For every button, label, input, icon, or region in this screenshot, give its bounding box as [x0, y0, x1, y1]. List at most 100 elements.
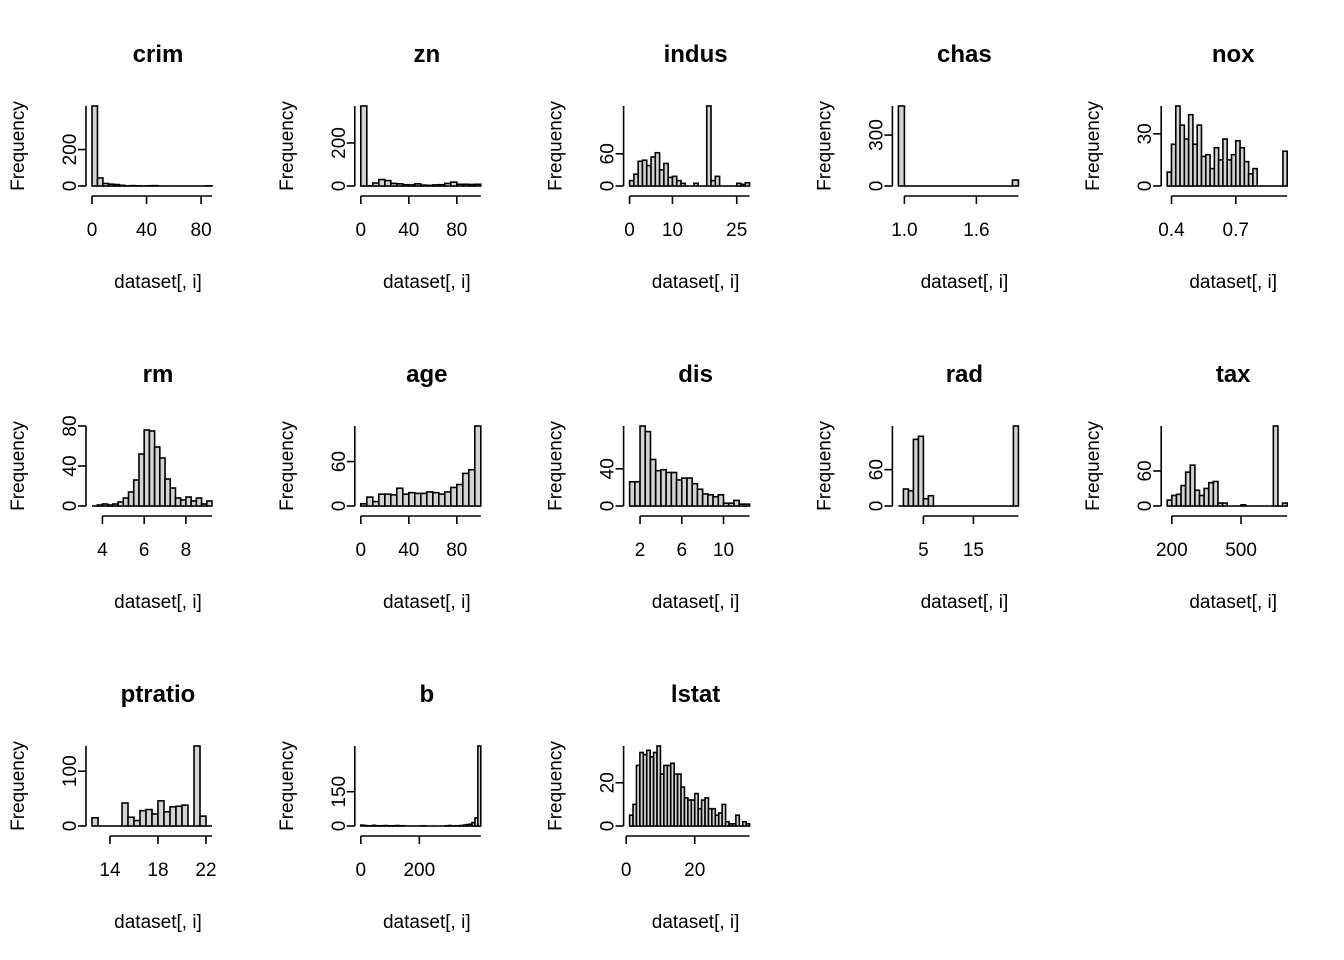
histogram-bar: [145, 808, 153, 827]
histogram-bar: [102, 182, 110, 187]
histogram-bar: [437, 183, 446, 187]
y-tick-label: 40: [598, 458, 619, 479]
y-tick-label: 0: [598, 181, 619, 192]
y-axis-label: Frequency: [1083, 421, 1104, 511]
plot-title-tax: tax: [1216, 361, 1251, 388]
histogram-bar: [113, 183, 121, 187]
histogram-bar: [127, 816, 135, 827]
y-tick-label: 80: [60, 415, 81, 436]
histogram-bar: [359, 502, 368, 507]
x-axis-label: dataset[, i]: [383, 912, 471, 933]
x-tick-label: 20: [684, 860, 705, 881]
x-axis-label: dataset[, i]: [383, 592, 471, 613]
x-axis-label: dataset[, i]: [1189, 272, 1277, 293]
y-axis-label: Frequency: [546, 421, 567, 511]
x-tick-label: 5: [918, 540, 929, 561]
histogram-bar: [425, 184, 434, 187]
x-axis-label: dataset[, i]: [1189, 592, 1277, 613]
histogram-bar: [389, 494, 398, 507]
y-tick-label: 30: [1135, 123, 1156, 144]
y-tick-label: 60: [1135, 460, 1156, 481]
histogram-bar: [1272, 425, 1279, 507]
x-tick-label: 1.0: [891, 220, 917, 241]
y-tick-label: 60: [866, 459, 887, 480]
y-axis-label: Frequency: [1083, 101, 1104, 191]
histogram-bar: [199, 815, 207, 827]
histogram-bar: [193, 745, 201, 827]
histogram-bar: [91, 105, 99, 187]
histogram-bar: [705, 105, 712, 187]
histogram-bar: [169, 487, 177, 507]
histogram-bar: [401, 183, 410, 187]
histogram-bar: [1221, 502, 1228, 507]
x-tick-label: 6: [139, 540, 150, 561]
histogram-bar: [383, 179, 392, 187]
x-axis-label: dataset[, i]: [114, 912, 202, 933]
y-tick-label: 0: [329, 821, 350, 832]
histogram-bar: [735, 814, 741, 827]
histogram-bar: [359, 105, 368, 187]
y-tick-label: 300: [866, 119, 887, 151]
y-tick-label: 0: [866, 181, 887, 192]
histogram-bar: [383, 493, 392, 507]
y-tick-label: 0: [60, 501, 81, 512]
histogram-bar: [443, 182, 452, 187]
histogram-bar: [1252, 167, 1259, 187]
histogram-bar: [151, 813, 159, 827]
histogram-bar: [401, 493, 410, 507]
x-axis-label: dataset[, i]: [114, 272, 202, 293]
histogram-bar: [467, 183, 476, 187]
histogram-bar: [743, 503, 751, 507]
histogram-bar: [169, 806, 177, 827]
histogram-bar: [413, 492, 422, 507]
histogram-bar: [733, 499, 740, 507]
x-tick-label: 0: [356, 540, 367, 561]
histogram-bar: [431, 491, 440, 507]
x-tick-label: 80: [446, 540, 467, 561]
y-tick-label: 60: [329, 451, 350, 472]
histogram-bar: [365, 496, 374, 507]
x-axis-label: dataset[, i]: [652, 912, 740, 933]
histogram-bar: [455, 483, 464, 507]
x-tick-label: 1.6: [963, 220, 989, 241]
histogram-bar: [407, 184, 416, 187]
histogram-bar: [1012, 425, 1020, 507]
x-axis-label: dataset[, i]: [921, 592, 1009, 613]
histogram-bar: [371, 500, 380, 507]
histogram-bar: [717, 494, 725, 507]
y-axis-label: Frequency: [8, 421, 29, 511]
histogram-bar: [467, 468, 476, 507]
plot-title-b: b: [419, 681, 434, 708]
histogram-bar: [744, 181, 751, 187]
histogram-bar: [389, 182, 398, 187]
y-tick-label: 100: [60, 755, 81, 787]
plot-title-age: age: [406, 361, 447, 388]
histogram-bar: [377, 493, 386, 507]
plot-title-crim: crim: [133, 41, 184, 68]
histogram-bar: [714, 175, 721, 187]
y-axis-label: Frequency: [8, 741, 29, 831]
x-tick-label: 0.4: [1158, 220, 1185, 241]
x-tick-label: 0: [624, 220, 635, 241]
x-tick-label: 15: [963, 540, 984, 561]
histogram-bar: [897, 105, 906, 187]
histogram-bar: [1212, 480, 1219, 507]
x-tick-label: 0: [621, 860, 632, 881]
histogram-bar: [1281, 502, 1288, 507]
histogram-bar: [195, 497, 203, 507]
y-tick-label: 0: [598, 501, 619, 512]
histogram-bar: [91, 816, 99, 827]
y-tick-label: 0: [329, 501, 350, 512]
histogram-bar: [163, 810, 171, 827]
plot-title-rad: rad: [946, 361, 983, 388]
histogram-bar: [449, 181, 458, 187]
x-axis-label: dataset[, i]: [383, 272, 471, 293]
histogram-bar: [443, 491, 452, 507]
plot-title-chas: chas: [937, 41, 992, 68]
x-tick-label: 80: [446, 220, 467, 241]
x-tick-label: 25: [726, 220, 747, 241]
histogram-bar: [663, 162, 669, 187]
y-tick-label: 150: [329, 776, 350, 808]
y-tick-label: 20: [598, 772, 619, 793]
y-tick-label: 0: [1135, 181, 1156, 192]
